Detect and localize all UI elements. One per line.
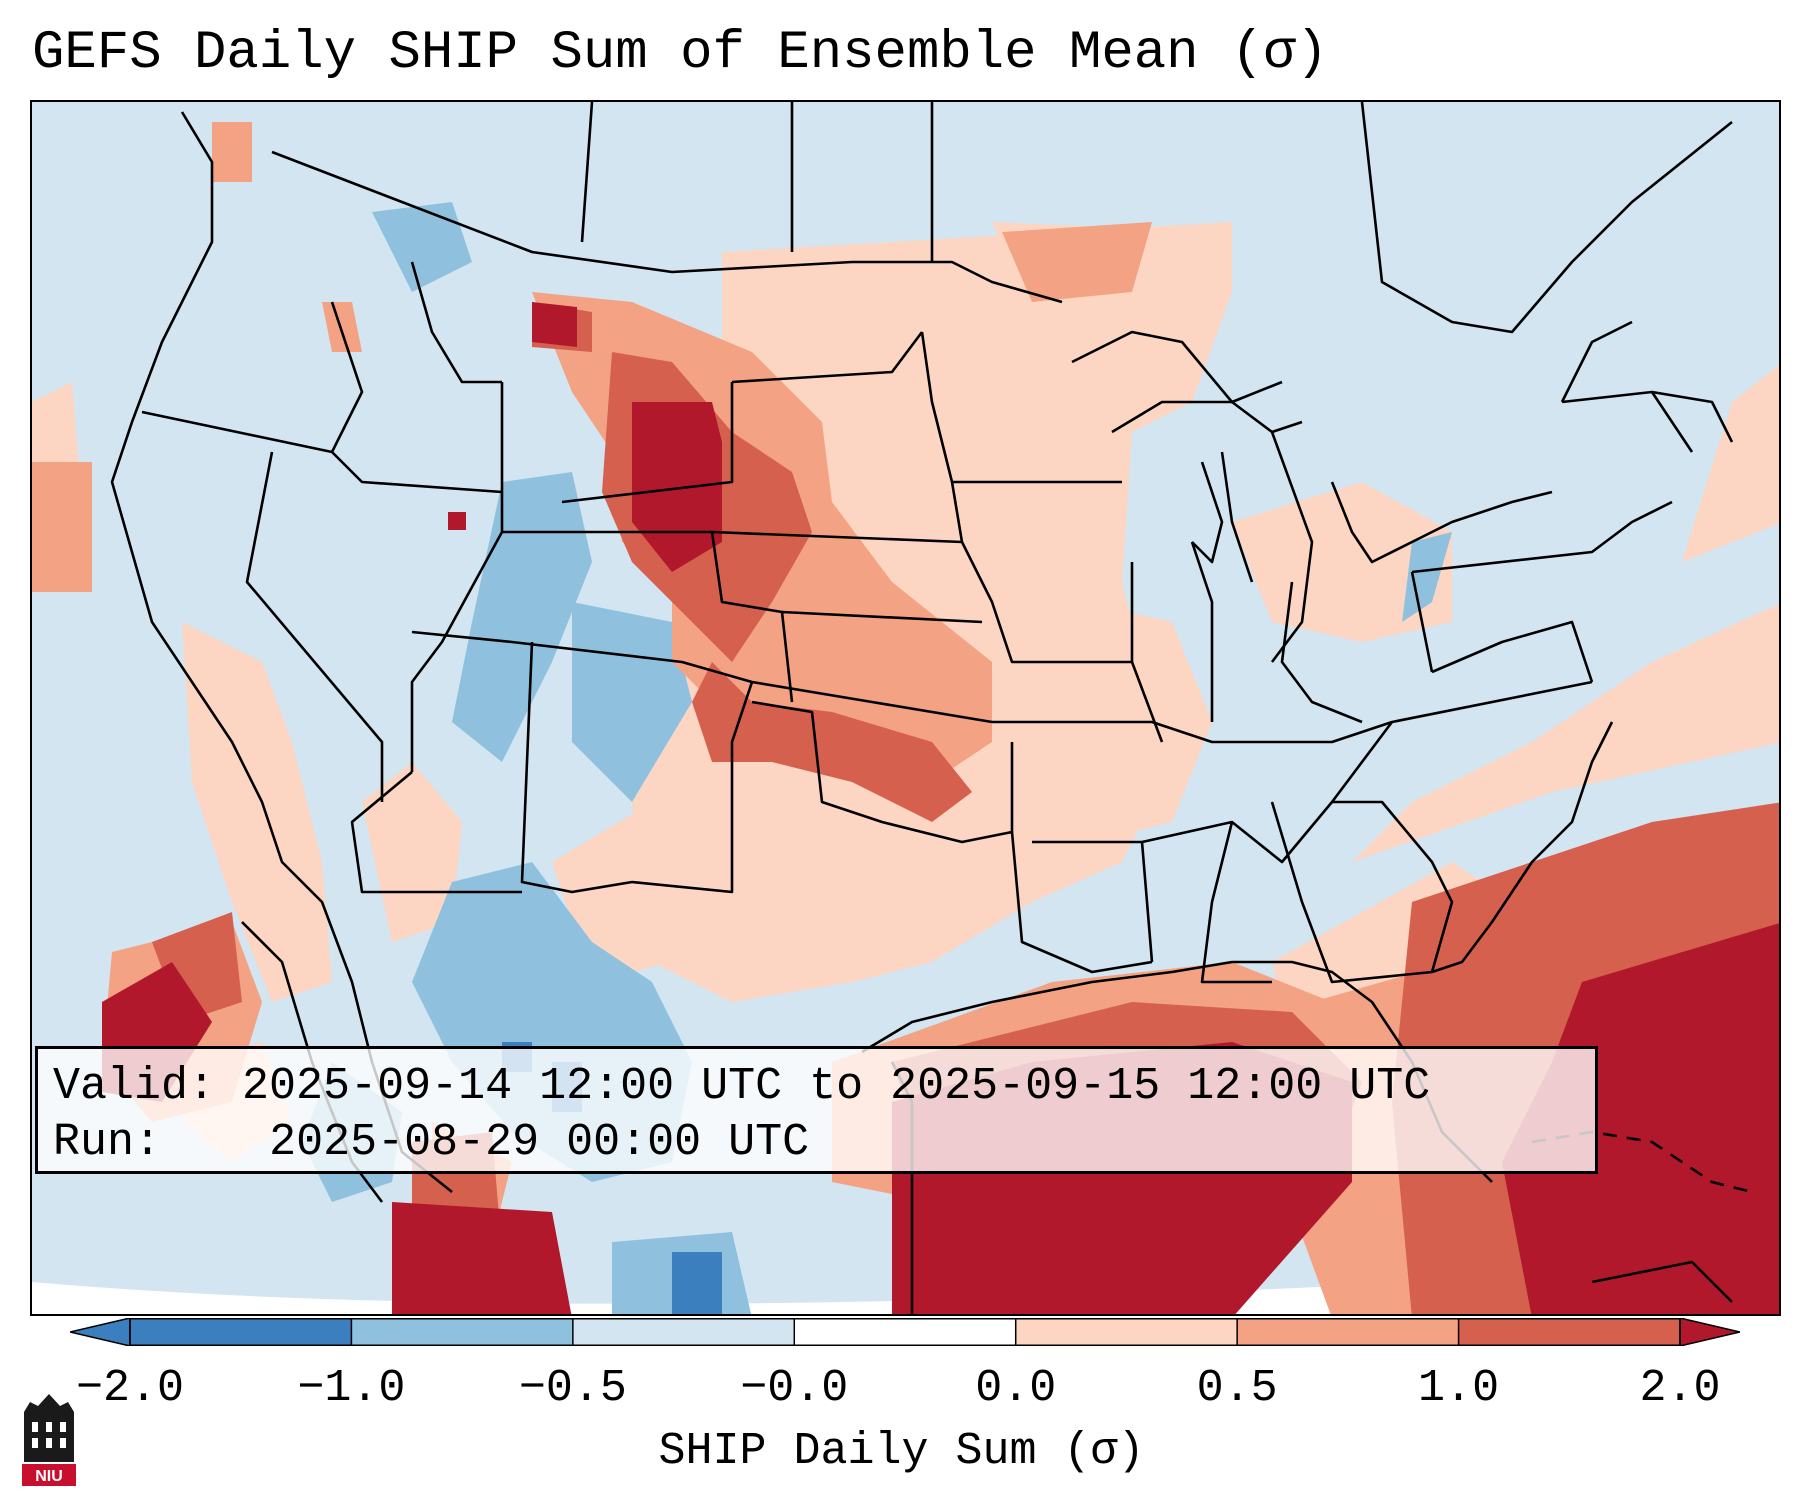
colorbar-segment	[351, 1318, 574, 1346]
colorbar-arrow-low	[70, 1318, 131, 1346]
colorbar-segment	[794, 1318, 1017, 1346]
colorbar-tick-label: −1.0	[297, 1363, 406, 1414]
logo-text: NIU	[35, 1468, 63, 1485]
colorbar-tick-label: 1.0	[1418, 1363, 1500, 1414]
run-row: Run: 2025-08-29 00:00 UTC	[53, 1115, 1580, 1171]
run-prefix: Run:	[53, 1117, 162, 1168]
colorbar-segment	[1015, 1318, 1238, 1346]
colorbar-tick-label: −0.5	[518, 1363, 627, 1414]
colorbar-segment	[130, 1318, 352, 1346]
colorbar-label: SHIP Daily Sum (σ)	[658, 1426, 1145, 1477]
colorbar-arrow-high	[1679, 1318, 1740, 1346]
colorbar-tick-label: −0.0	[740, 1363, 849, 1414]
niu-logo: NIU	[22, 1394, 76, 1486]
valid-prefix: Valid:	[53, 1061, 216, 1112]
valid-row: Valid: 2025-09-14 12:00 UTC to 2025-09-1…	[53, 1059, 1580, 1115]
colorbar-tick-label: −2.0	[75, 1363, 185, 1414]
colorbar-segment	[1237, 1318, 1460, 1346]
colorbar-tick-label: 0.5	[1196, 1363, 1278, 1414]
colorbar-tick-label: 2.0	[1639, 1363, 1721, 1414]
colorbar-tick-label: 0.0	[975, 1363, 1057, 1414]
colorbar	[70, 1318, 1740, 1346]
valid-value: 2025-09-14 12:00 UTC to 2025-09-15 12:00…	[242, 1061, 1431, 1112]
colorbar-segment	[1458, 1318, 1681, 1346]
run-value: 2025-08-29 00:00 UTC	[269, 1117, 810, 1168]
map-title: GEFS Daily SHIP Sum of Ensemble Mean (σ)	[32, 23, 1329, 84]
colorbar-segment	[572, 1318, 795, 1346]
validity-info-box: Valid: 2025-09-14 12:00 UTC to 2025-09-1…	[35, 1046, 1598, 1174]
